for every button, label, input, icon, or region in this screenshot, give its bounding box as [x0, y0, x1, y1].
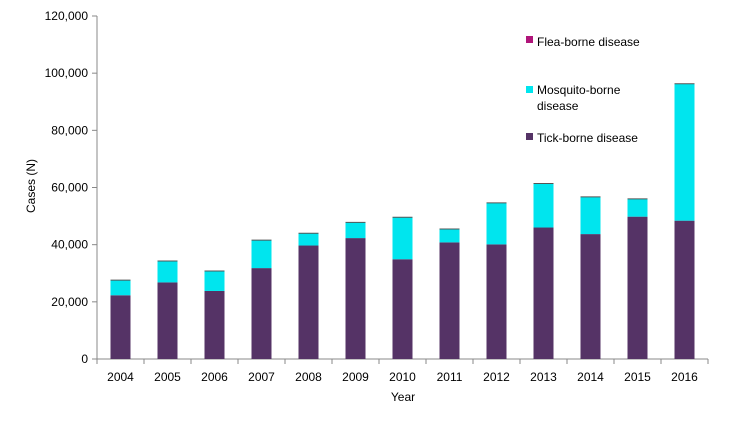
bar-mosquito-borne-disease-2004 — [110, 280, 131, 296]
x-tick-label: 2013 — [530, 370, 557, 384]
bar-mosquito-borne-disease-2005 — [157, 260, 178, 283]
y-tick-label: 80,000 — [51, 123, 88, 137]
bar-mosquito-borne-disease-2007 — [251, 240, 272, 269]
legend-swatch-2 — [526, 133, 533, 140]
legend: Flea-borne disease Mosquito-borne disease T… — [526, 35, 640, 145]
bar-mosquito-borne-disease-2010 — [392, 217, 413, 260]
bar-tick-borne-disease-2007 — [251, 268, 272, 359]
legend-label: Tick-borne disease — [537, 131, 638, 145]
bar-tick-borne-disease-2004 — [110, 295, 131, 359]
legend-swatch-1 — [526, 86, 533, 93]
y-tick-label: 60,000 — [51, 181, 88, 195]
legend-label: Flea-borne disease — [537, 35, 640, 49]
bar-tick-borne-disease-2010 — [392, 259, 413, 359]
bar-mosquito-borne-disease-2014 — [580, 196, 601, 235]
bar-mosquito-borne-disease-2006 — [204, 270, 225, 291]
y-tick-label: 20,000 — [51, 295, 88, 309]
bar-tick-borne-disease-2012 — [486, 244, 507, 359]
x-tick-label: 2005 — [154, 370, 181, 384]
y-tick-label: 120,000 — [45, 9, 89, 23]
bar-tick-borne-disease-2005 — [157, 282, 178, 359]
bar-tick-borne-disease-2013 — [533, 227, 554, 359]
x-tick-label: 2006 — [201, 370, 228, 384]
bar-tick-borne-disease-2008 — [298, 245, 319, 359]
bar-mosquito-borne-disease-2016 — [674, 83, 695, 221]
y-tick-label: 100,000 — [45, 66, 89, 80]
legend-swatch-0 — [526, 36, 533, 43]
x-tick-label: 2007 — [248, 370, 275, 384]
x-axis-title: Year — [391, 390, 415, 404]
legend-label: Mosquito-borne disease — [537, 83, 621, 113]
x-tick-label: 2011 — [437, 370, 463, 384]
bar-tick-borne-disease-2016 — [674, 220, 695, 359]
bar-tick-borne-disease-2006 — [204, 290, 225, 359]
y-tick-label: 40,000 — [51, 238, 88, 252]
bar-mosquito-borne-disease-2009 — [345, 222, 366, 239]
bar-tick-borne-disease-2009 — [345, 238, 366, 359]
bar-tick-borne-disease-2015 — [627, 216, 648, 359]
x-tick-label: 2014 — [577, 370, 604, 384]
x-tick-label: 2009 — [342, 370, 369, 384]
bar-mosquito-borne-disease-2008 — [298, 233, 319, 246]
x-tick-label: 2012 — [483, 370, 510, 384]
y-axis-title: Cases (N) — [24, 159, 38, 213]
bar-mosquito-borne-disease-2012 — [486, 202, 507, 245]
x-tick-label: 2010 — [389, 370, 416, 384]
bar-mosquito-borne-disease-2013 — [533, 183, 554, 228]
bar-tick-borne-disease-2014 — [580, 234, 601, 359]
x-tick-label: 2008 — [295, 370, 322, 384]
bar-tick-borne-disease-2011 — [439, 242, 460, 359]
y-tick-label: 0 — [81, 352, 88, 366]
x-tick-label: 2015 — [624, 370, 651, 384]
bars — [110, 83, 695, 359]
x-tick-label: 2004 — [107, 370, 134, 384]
bar-mosquito-borne-disease-2011 — [439, 228, 460, 243]
x-axis: 2004 2005 2006 2007 2008 2009 2010 2011 2012 2013… — [96, 358, 709, 384]
x-tick-label: 2016 — [671, 370, 698, 384]
y-axis: 0 20,000 40,000 60,000 80,000 100,000 120,000 — [45, 9, 98, 366]
bar-mosquito-borne-disease-2015 — [627, 198, 648, 217]
